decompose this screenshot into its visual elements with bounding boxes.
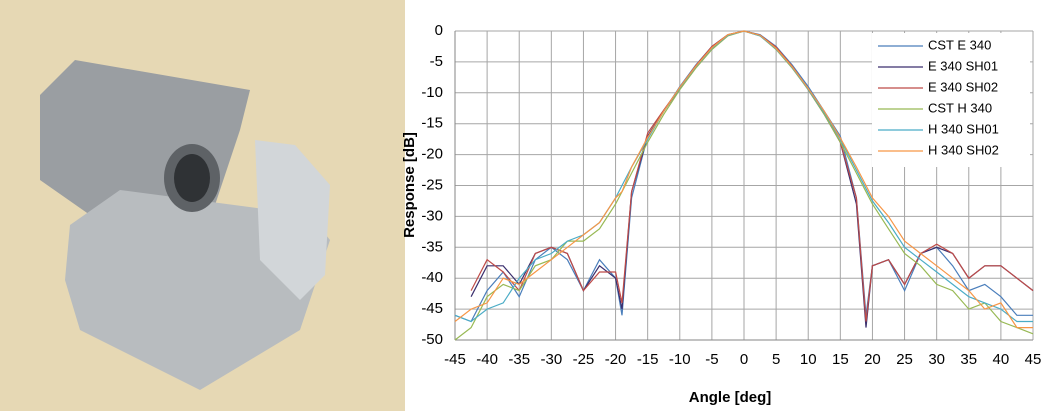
series-line	[454, 30, 1033, 329]
y-tick-label: 0	[435, 22, 443, 39]
x-tick-label: 5	[772, 351, 780, 368]
x-tick-label: -35	[508, 351, 530, 368]
x-tick-label: 30	[928, 351, 945, 368]
legend-label: CST H 340	[928, 100, 992, 115]
legend-box	[872, 33, 1030, 167]
y-axis-title: Response [dB]	[401, 132, 418, 238]
legend-label: CST E 340	[928, 37, 991, 52]
x-tick-label: -40	[476, 351, 498, 368]
photo	[0, 0, 405, 411]
x-tick-label: 0	[740, 351, 748, 368]
y-tick-label: -40	[421, 269, 443, 286]
legend-label: E 340 SH02	[928, 79, 998, 94]
y-tick-label: -20	[421, 146, 443, 163]
x-tick-label: -20	[605, 351, 627, 368]
x-tick-label: 35	[960, 351, 977, 368]
x-tick-label: 20	[864, 351, 881, 368]
x-tick-label: 15	[832, 351, 849, 368]
y-tick-label: -25	[421, 176, 443, 193]
legend-label: H 340 SH02	[928, 142, 999, 157]
x-tick-label: -25	[573, 351, 595, 368]
x-tick-label: -5	[705, 351, 718, 368]
x-tick-label: 45	[1025, 351, 1042, 368]
x-tick-label: 10	[800, 351, 817, 368]
legend-label: E 340 SH01	[928, 58, 998, 73]
y-tick-label: -15	[421, 115, 443, 132]
y-tick-label: -50	[421, 331, 443, 348]
port-inner	[174, 154, 210, 202]
legend-label: H 340 SH01	[928, 121, 999, 136]
x-tick-label: 25	[896, 351, 913, 368]
y-tick-label: -10	[421, 84, 443, 101]
y-tick-label: -5	[430, 53, 443, 70]
x-axis-title: Angle [deg]	[689, 389, 772, 406]
y-tick-label: -45	[421, 300, 443, 317]
x-tick-label: -45	[444, 351, 466, 368]
x-tick-label: 40	[993, 351, 1010, 368]
y-tick-label: -35	[421, 238, 443, 255]
x-tick-label: -30	[540, 351, 562, 368]
flange	[255, 140, 330, 300]
x-tick-label: -15	[637, 351, 659, 368]
x-tick-label: -10	[669, 351, 691, 368]
y-tick-label: -30	[421, 207, 443, 224]
